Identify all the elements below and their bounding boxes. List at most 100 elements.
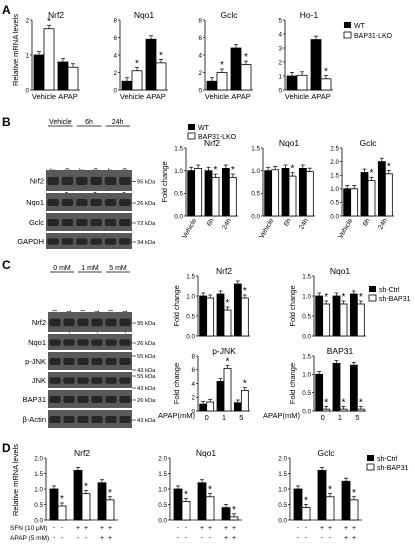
x-tick-label: Vehicle (285, 92, 309, 101)
bar-s1-1 (281, 167, 290, 217)
bar-s1-1 (360, 172, 369, 217)
significance-marker: * (214, 165, 218, 176)
y-tick-label: 1.0 (330, 186, 339, 193)
blots-layer: Vehicle6h24hWTBAP31-LKOWTBAP31-LKOWTBAP3… (17, 119, 156, 428)
bar-s2-2 (356, 408, 365, 412)
blot-band (90, 219, 102, 226)
blot-protein-label: Nqo1 (26, 198, 44, 207)
legend-label-lko: BAP31-LKO (198, 134, 237, 141)
sfn-sign: + (328, 525, 332, 532)
legend-label-shctrl: sh-Ctrl (377, 456, 398, 463)
blot-band (77, 339, 89, 346)
significance-marker: * (243, 286, 247, 297)
blot-band (63, 358, 75, 365)
blot-strip (48, 312, 132, 332)
blot-band (119, 176, 131, 185)
blot-band (77, 416, 89, 423)
sfn-sign: - (185, 525, 188, 532)
apap-sign: + (232, 535, 236, 542)
chart-title: Nrf2 (48, 10, 64, 20)
y-axis-title: Fold change (172, 363, 181, 404)
bar-s2-1 (67, 66, 79, 91)
significance-marker: * (387, 161, 391, 172)
bar-s2-1 (223, 309, 232, 337)
bar-s2-2 (229, 516, 239, 521)
significance-marker: * (208, 485, 212, 496)
apap-sign: + (100, 535, 104, 542)
blot-band (119, 318, 131, 327)
y-tick-label: 0.5 (34, 502, 43, 509)
x-tick-label: 0 (321, 413, 325, 422)
blot-band (63, 416, 75, 423)
sfn-row-label: SFN (10 μM) (10, 525, 47, 532)
legend-panel-c: sh-Ctrl sh-BAP31 (368, 286, 411, 303)
bar-s1-0 (293, 488, 303, 521)
blot-band (49, 416, 61, 423)
y-axis-title: Fold change (288, 363, 297, 404)
bar-s1-2 (298, 167, 307, 217)
x-tick-label: 6h (362, 217, 372, 227)
blot-band (119, 396, 131, 403)
y-tick-label: 0.5 (278, 502, 287, 509)
y-tick-label: 0.0 (302, 333, 311, 340)
apap-sign: - (53, 535, 56, 542)
bar-s2-1 (320, 78, 332, 91)
y-tick-label: 2.0 (158, 455, 167, 462)
bar-s2-0 (206, 401, 215, 412)
panel-d-condition-table: SFN (10 μM) APAP (5 mM) (10, 525, 49, 542)
bar-s1-1 (332, 295, 341, 337)
bar-s2-0 (194, 167, 203, 217)
apap-sign: + (224, 535, 228, 542)
chart-title: Ho-1 (300, 10, 319, 20)
blot-group-label: Vehicle (49, 119, 72, 126)
bar-s2-2 (240, 297, 249, 337)
blot-band (104, 219, 117, 226)
y-tick-label: 0.5 (330, 200, 339, 207)
x-tick-label: 6h (206, 217, 216, 227)
sfn-sign: + (344, 525, 348, 532)
y-tick-label: 0.0 (330, 213, 339, 220)
y-tick-label: 0.5 (174, 191, 183, 198)
bar-s1-2 (349, 364, 358, 412)
blot-band (63, 318, 75, 327)
significance-marker: * (60, 494, 64, 505)
blot-band (49, 377, 61, 384)
blot-protein-label: p-JNK (25, 357, 46, 366)
bar-s2-1 (205, 496, 215, 521)
chart-c-pjnk: p-JNK 0 2 4 6 8 Fold change 0 * 1 * 5 (172, 346, 250, 422)
blot-strip (46, 193, 132, 211)
blot-band (47, 199, 59, 206)
legend-swatch-shbap31 (368, 294, 377, 302)
blot-band (119, 339, 131, 346)
bar-s2-1 (325, 496, 335, 521)
legend-panel-b: WT BAP31-LKO (187, 124, 237, 141)
y-axis-title: Fold change (172, 285, 181, 326)
blot-strip (46, 213, 132, 231)
bar-s1-2 (349, 293, 358, 337)
sfn-sign: - (305, 525, 308, 532)
y-tick-label: 0 (198, 87, 202, 94)
bar-s1-0 (33, 54, 45, 91)
blot-band (105, 358, 117, 365)
significance-marker: * (359, 397, 363, 408)
bar-s2-2 (228, 177, 237, 217)
legend-label-shbap31: sh-BAP31 (379, 296, 411, 303)
bar-s2-1 (288, 175, 297, 217)
y-tick-label: 0.0 (186, 333, 195, 340)
y-tick-label: 1.5 (251, 145, 260, 152)
y-tick-label: 1.5 (302, 273, 311, 280)
blot-band (119, 358, 131, 365)
legend-swatch-shbap31 (366, 463, 375, 471)
chart-title: Nrf2 (74, 448, 90, 458)
y-tick-label: 6 (198, 35, 202, 42)
y-tick-label: 8 (113, 17, 117, 24)
significance-marker: * (304, 496, 308, 507)
significance-marker: * (359, 292, 363, 303)
panel-label-a: A (2, 3, 11, 17)
blot-band (77, 377, 89, 384)
chart-title: Gclc (360, 138, 378, 148)
blot-band (119, 416, 131, 423)
legend-swatch-lko (343, 31, 352, 39)
blot-band (104, 176, 117, 185)
